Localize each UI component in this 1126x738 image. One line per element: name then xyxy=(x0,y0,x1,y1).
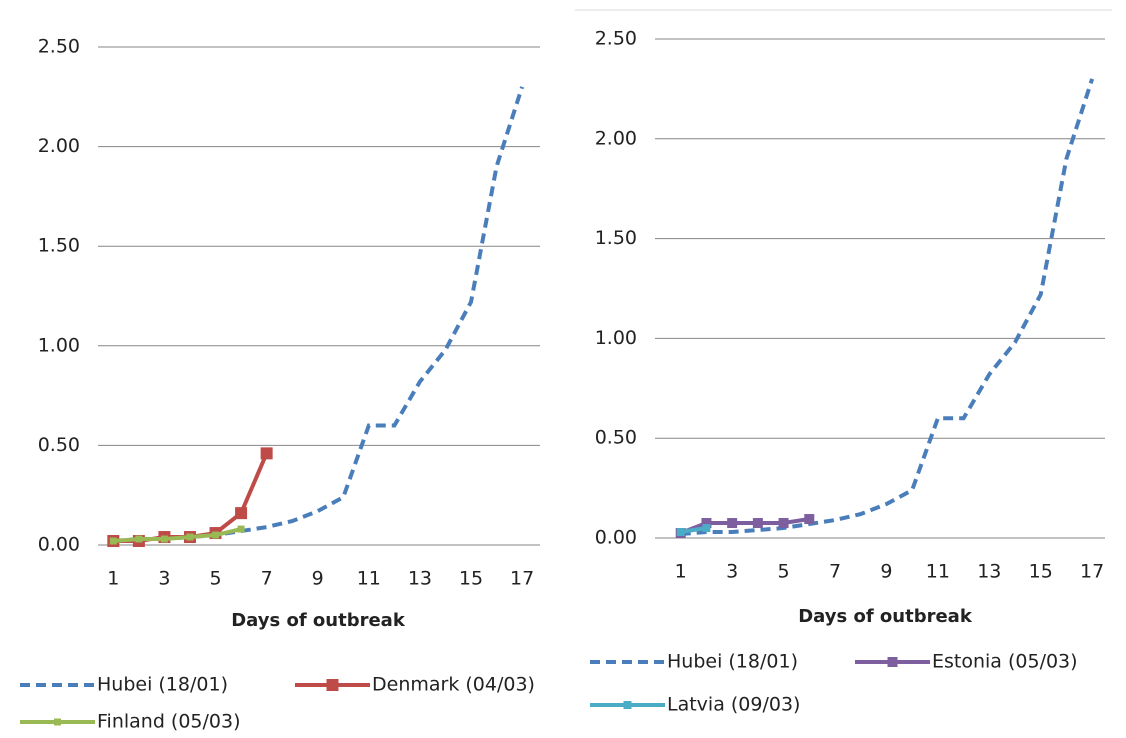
marker xyxy=(160,535,168,543)
legend-label: Finland (05/03) xyxy=(97,711,241,733)
marker xyxy=(135,535,143,543)
legend-label: Denmark (04/03) xyxy=(372,674,535,696)
y-tick-label: 0.50 xyxy=(38,434,80,456)
x-tick-label: 13 xyxy=(408,568,432,590)
y-tick-label: 1.00 xyxy=(595,327,637,349)
marker xyxy=(727,518,738,529)
legend-marker xyxy=(623,701,632,709)
marker xyxy=(778,518,789,529)
x-tick-label: 15 xyxy=(459,568,483,590)
legend-marker xyxy=(54,718,61,726)
marker xyxy=(212,531,220,539)
y-tick-label: 1.00 xyxy=(38,334,80,356)
marker xyxy=(701,518,712,529)
marker xyxy=(235,507,248,520)
legend-marker xyxy=(887,657,898,667)
x-tick-label: 7 xyxy=(829,561,841,583)
x-tick-label: 7 xyxy=(261,568,273,590)
y-tick-label: 0.50 xyxy=(595,427,637,449)
x-tick-label: 3 xyxy=(158,568,170,590)
series-line xyxy=(113,86,525,544)
y-tick-label: 1.50 xyxy=(38,235,80,257)
x-tick-label: 11 xyxy=(357,568,381,590)
y-tick-label: 2.50 xyxy=(38,36,80,58)
x-tick-label: 5 xyxy=(209,568,221,590)
y-tick-label: 1.50 xyxy=(595,227,637,249)
y-tick-label: 2.00 xyxy=(595,127,637,149)
marker xyxy=(804,514,815,525)
x-tick-label: 3 xyxy=(726,561,738,583)
legend-label: Hubei (18/01) xyxy=(97,674,228,696)
y-tick-label: 0.00 xyxy=(595,527,637,549)
x-axis-label: Days of outbreak xyxy=(231,610,406,631)
marker xyxy=(109,537,117,545)
legend-label: Hubei (18/01) xyxy=(667,651,798,673)
y-tick-label: 0.00 xyxy=(38,534,80,556)
series-line xyxy=(680,526,707,534)
marker xyxy=(752,518,763,529)
marker xyxy=(237,525,245,533)
marker xyxy=(702,524,711,533)
legend-label: Estonia (05/03) xyxy=(932,651,1078,673)
x-tick-label: 13 xyxy=(977,561,1001,583)
x-tick-label: 17 xyxy=(1080,561,1104,583)
legend-marker xyxy=(326,679,339,691)
y-tick-label: 2.50 xyxy=(595,28,637,50)
series-line xyxy=(680,78,1095,537)
x-axis-label: Days of outbreak xyxy=(798,606,973,627)
x-tick-label: 1 xyxy=(107,568,119,590)
marker xyxy=(676,528,685,537)
legend-label: Latvia (09/03) xyxy=(667,694,800,716)
marker xyxy=(260,447,273,460)
x-tick-label: 11 xyxy=(926,561,950,583)
series-line xyxy=(113,527,242,544)
x-tick-label: 9 xyxy=(312,568,324,590)
x-tick-label: 15 xyxy=(1029,561,1053,583)
x-tick-label: 1 xyxy=(675,561,687,583)
marker xyxy=(186,533,194,541)
x-tick-label: 17 xyxy=(510,568,534,590)
y-tick-label: 2.00 xyxy=(38,135,80,157)
x-tick-label: 5 xyxy=(778,561,790,583)
x-tick-label: 9 xyxy=(880,561,892,583)
